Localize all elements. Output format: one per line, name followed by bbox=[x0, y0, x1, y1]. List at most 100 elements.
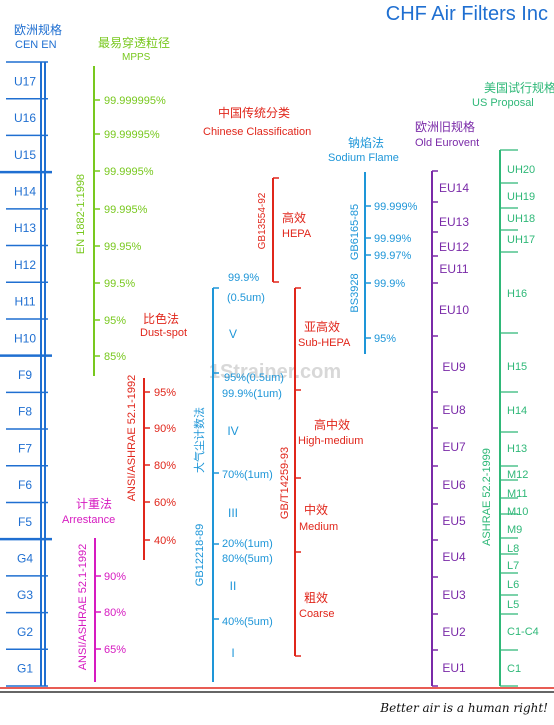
cen-class-label: H12 bbox=[14, 258, 36, 272]
cen-class-label: F9 bbox=[18, 368, 32, 382]
sodium-tick-label: 99.99% bbox=[374, 233, 412, 245]
medium-en: Medium bbox=[299, 521, 338, 533]
cen-title-en: CEN EN bbox=[15, 39, 57, 51]
mpps-tick-label: 95% bbox=[104, 315, 126, 327]
us-class-label: C1-C4 bbox=[507, 626, 539, 638]
high-medium-cn: 高中效 bbox=[314, 417, 350, 432]
mpps-tick-label: 99.5% bbox=[104, 278, 135, 290]
hepa-standard: GB13554-92 bbox=[257, 192, 268, 249]
cen-class-group: U17 U16 U15 H14 H13 H12 H11 H10 F9 F8 F7 F6 F5 G4 G3 G2… bbox=[0, 61, 52, 687]
atmo-level-label: V bbox=[229, 327, 237, 341]
us-class-label: M9 bbox=[507, 524, 522, 536]
watermark: 1Strainer.com bbox=[209, 361, 341, 383]
arrest-title-en: Arrestance bbox=[62, 514, 115, 526]
cen-class-label: H14 bbox=[14, 184, 36, 198]
gbt-standard: GB/T14259-93 bbox=[279, 447, 291, 519]
us-class-label: C1 bbox=[507, 663, 521, 675]
sodium-tick-label: 95% bbox=[374, 333, 396, 345]
eurovent-class-label: EU3 bbox=[442, 588, 466, 602]
hepa-label-en: HEPA bbox=[282, 228, 312, 240]
mpps-title-cn: 最易穿透粒径 bbox=[98, 35, 170, 50]
atmo-level-label: I bbox=[231, 646, 234, 660]
us-class-label: L7 bbox=[507, 560, 519, 572]
gbt-tick-group bbox=[295, 287, 301, 657]
cen-class-label: U17 bbox=[14, 74, 36, 88]
us-class-label: M12 bbox=[507, 469, 528, 481]
atmo-tick-label: 99.9%(1um) bbox=[222, 388, 282, 400]
high-medium-en: High-medium bbox=[298, 435, 363, 447]
atmo-standard: GB12218-89 bbox=[194, 524, 206, 586]
eurovent-class-label: EU7 bbox=[442, 440, 466, 454]
mpps-tick-label: 99.999995% bbox=[104, 95, 166, 107]
cen-class-label: G4 bbox=[17, 552, 33, 566]
mpps-standard: EN 1882-1:1998 bbox=[75, 174, 87, 254]
arrest-tick-label: 80% bbox=[104, 607, 126, 619]
dust-tick-label: 40% bbox=[154, 535, 176, 547]
eurovent-class-label: EU4 bbox=[442, 550, 466, 564]
chinese-title-cn: 中国传统分类 bbox=[218, 105, 290, 120]
coarse-en: Coarse bbox=[299, 608, 334, 620]
sodium-tick-label: 99.9% bbox=[374, 278, 405, 290]
mpps-tick-group: 99.999995% 99.99995% 99.9995% 99.995% 99.95%… bbox=[94, 95, 166, 363]
eurovent-class-label: EU14 bbox=[439, 181, 469, 195]
eurovent-class-group: EU14 EU13 EU12 EU11 EU10 EU9 EU8 EU7 EU6 EU5 EU4 EU… bbox=[432, 170, 469, 687]
dust-tick-label: 90% bbox=[154, 423, 176, 435]
cen-class-label: U15 bbox=[14, 148, 36, 162]
us-standard: ASHRAE 52.2-1999 bbox=[481, 448, 493, 546]
eurovent-class-label: EU6 bbox=[442, 478, 466, 492]
arrest-tick-label: 90% bbox=[104, 571, 126, 583]
atmo-tick-label: 80%(5um) bbox=[222, 553, 273, 565]
atmo-level-label: II bbox=[230, 579, 237, 593]
eurovent-class-label: EU5 bbox=[442, 514, 466, 528]
arrest-tick-label: 65% bbox=[104, 644, 126, 656]
eurovent-class-label: EU9 bbox=[442, 360, 466, 374]
dust-tick-label: 80% bbox=[154, 460, 176, 472]
dust-tick-group: 95% 90% 80% 60% 40% bbox=[144, 387, 176, 547]
eurovent-title-cn: 欧洲旧规格 bbox=[415, 119, 475, 134]
sodium-tick-group: 99.999% 99.99% 99.97% 99.9% 95% bbox=[365, 201, 418, 345]
sodium-tick-label: 99.999% bbox=[374, 201, 418, 213]
mpps-tick-label: 99.95% bbox=[104, 241, 142, 253]
sodium-standard-bottom: BS3928 bbox=[349, 273, 361, 312]
us-class-label: UH20 bbox=[507, 164, 535, 176]
mpps-tick-label: 85% bbox=[104, 351, 126, 363]
eurovent-class-label: EU10 bbox=[439, 303, 469, 317]
slogan: Better air is a human right! bbox=[379, 701, 548, 715]
eurovent-class-label: EU13 bbox=[439, 215, 469, 229]
us-class-label: H15 bbox=[507, 361, 527, 373]
eurovent-class-label: EU8 bbox=[442, 403, 466, 417]
us-class-group: UH20 UH19 UH18 UH17 H16 H15 H14 H13 M12 M11 M10 M9 L… bbox=[500, 149, 539, 687]
us-class-label: L5 bbox=[507, 599, 519, 611]
atmo-method: 大气尘计数法 bbox=[192, 407, 206, 473]
us-class-label: L8 bbox=[507, 543, 519, 555]
us-class-label: H14 bbox=[507, 405, 527, 417]
us-class-label: H13 bbox=[507, 443, 527, 455]
cen-class-label: G1 bbox=[17, 662, 33, 676]
sodium-tick-label: 99.97% bbox=[374, 250, 412, 262]
cen-class-label: F5 bbox=[18, 515, 32, 529]
us-class-label: M10 bbox=[507, 506, 528, 518]
eurovent-class-label: EU12 bbox=[439, 240, 469, 254]
arrest-title-cn: 计重法 bbox=[76, 497, 112, 511]
sub-hepa-cn: 亚高效 bbox=[304, 319, 340, 334]
atmo-tick-label: 40%(5um) bbox=[222, 616, 273, 628]
atmo-tick-label: 20%(1um) bbox=[222, 538, 273, 550]
cen-class-label: H10 bbox=[14, 331, 36, 345]
us-class-label: UH18 bbox=[507, 213, 535, 225]
us-class-label: M11 bbox=[507, 488, 528, 500]
us-class-label: UH19 bbox=[507, 191, 535, 203]
dust-standard: ANSI/ASHRAE 52.1-1992 bbox=[126, 375, 138, 502]
atmo-level-label: III bbox=[228, 506, 238, 520]
eurovent-class-label: EU2 bbox=[442, 625, 466, 639]
sodium-title-cn: 钠焰法 bbox=[348, 135, 384, 150]
dust-title-en: Dust-spot bbox=[140, 327, 187, 339]
mpps-tick-label: 99.995% bbox=[104, 204, 148, 216]
sodium-title-en: Sodium Flame bbox=[328, 152, 399, 164]
dust-title-cn: 比色法 bbox=[143, 312, 179, 326]
cen-class-label: F8 bbox=[18, 405, 32, 419]
dust-tick-label: 95% bbox=[154, 387, 176, 399]
eurovent-title-en: Old Eurovent bbox=[415, 137, 479, 149]
cen-title-cn: 欧洲规格 bbox=[14, 22, 62, 37]
atmo-tick-label: 99.9% bbox=[228, 272, 259, 284]
